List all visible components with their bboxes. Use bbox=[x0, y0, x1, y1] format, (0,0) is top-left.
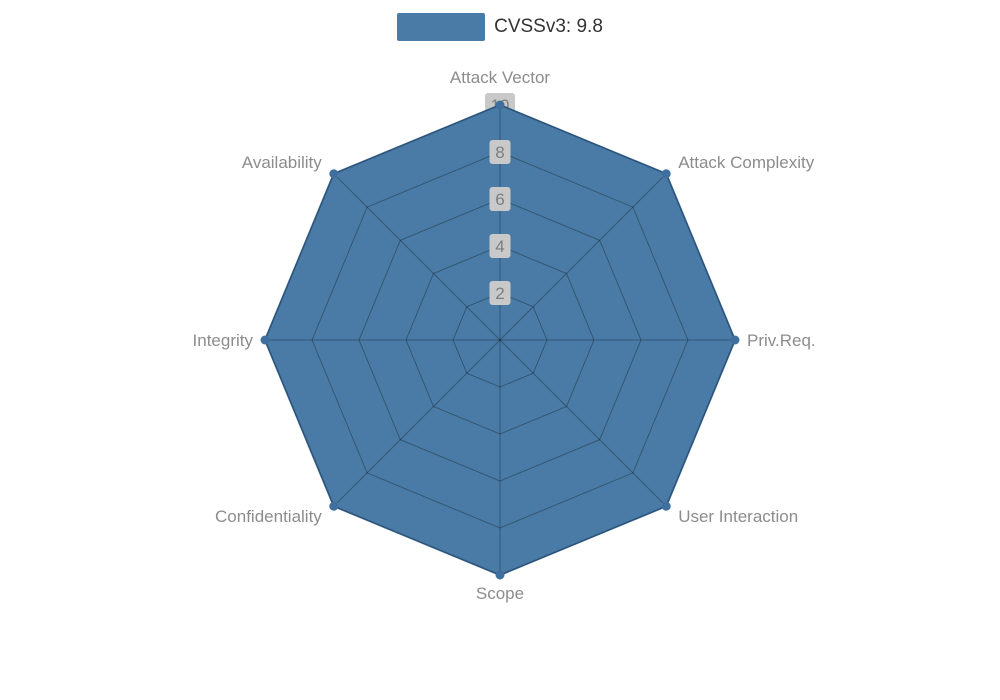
grid-ring bbox=[405, 245, 595, 435]
tick-label: 4 bbox=[495, 237, 504, 256]
series-point bbox=[730, 335, 740, 345]
grid-spoke bbox=[333, 339, 501, 507]
series-point bbox=[661, 169, 671, 179]
chart-legend[interactable]: CVSSv3: 9.8 bbox=[0, 13, 1000, 41]
grid-ring bbox=[358, 198, 642, 482]
tick-label-box bbox=[489, 187, 511, 211]
axis-label-user-interaction: User Interaction bbox=[678, 507, 798, 526]
series-point bbox=[661, 501, 671, 511]
tick-label: 6 bbox=[495, 190, 504, 209]
tick-label: 8 bbox=[495, 143, 504, 162]
grid-spoke bbox=[499, 173, 667, 341]
series-point bbox=[329, 501, 339, 511]
axis-label-scope: Scope bbox=[476, 584, 524, 603]
tick-label-box bbox=[489, 281, 511, 305]
legend-series-label: CVSSv3: 9.8 bbox=[494, 16, 603, 37]
series-point bbox=[329, 169, 339, 179]
axis-label-confidentiality: Confidentiality bbox=[215, 507, 322, 526]
grid-spoke bbox=[499, 339, 667, 507]
series-point bbox=[260, 335, 270, 345]
tick-label: 2 bbox=[495, 284, 504, 303]
grid-spoke bbox=[333, 173, 501, 341]
tick-label-box bbox=[489, 140, 511, 164]
series-point bbox=[495, 100, 505, 110]
axis-label-integrity: Integrity bbox=[193, 331, 254, 350]
series-point bbox=[495, 570, 505, 580]
axis-label-availability: Availability bbox=[242, 153, 323, 172]
axis-label-attack-vector: Attack Vector bbox=[450, 68, 550, 87]
tick-label-box bbox=[489, 234, 511, 258]
legend-color-swatch bbox=[397, 13, 486, 41]
grid-ring bbox=[311, 151, 689, 529]
axis-label-priv-req: Priv.Req. bbox=[747, 331, 816, 350]
axis-label-attack-complexity: Attack Complexity bbox=[678, 153, 815, 172]
grid-ring bbox=[452, 292, 548, 388]
